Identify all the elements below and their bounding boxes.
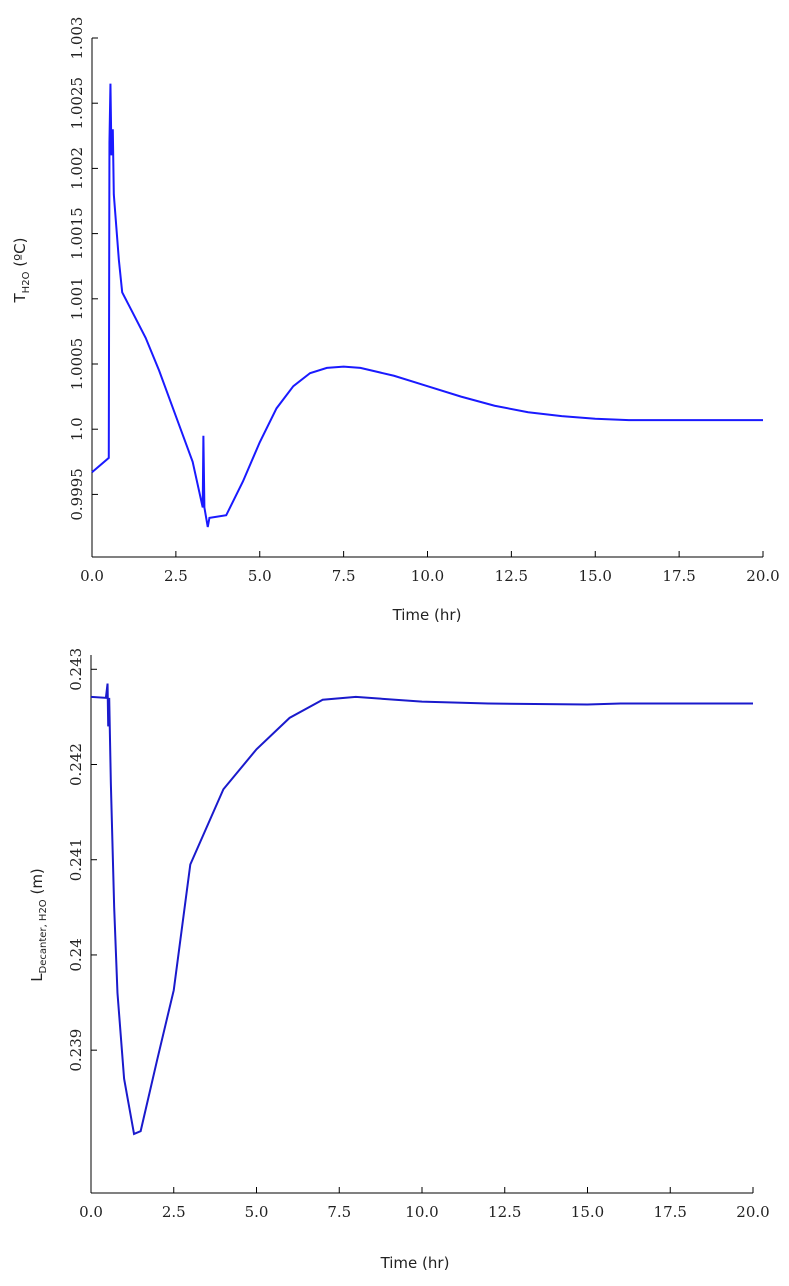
x-tick-label: 12.5: [495, 567, 528, 585]
x-tick-label: 5.0: [245, 1203, 269, 1221]
y-tick-label: 1.0: [68, 417, 86, 441]
data-line: [91, 83, 763, 528]
y-tick-label: 0.24: [67, 938, 85, 971]
x-tick-label: 7.5: [332, 567, 356, 585]
y-tick-label: 0.241: [67, 838, 85, 881]
y-label-main: T: [11, 292, 29, 303]
y-tick-label: 0.242: [67, 743, 85, 786]
y-tick-label: 1.0025: [68, 77, 86, 130]
x-tick-label: 17.5: [662, 567, 695, 585]
y-label-sub: Decanter, H2O: [38, 899, 49, 973]
x-tick-label: 12.5: [488, 1203, 521, 1221]
x-tick-label: 10.0: [411, 567, 444, 585]
x-tick-label: 2.5: [162, 1203, 186, 1221]
y-tick-label: 0.9995: [68, 468, 86, 521]
chart: 0.0 2.5 5.0 7.5 10.0 12.5 15.0 17.5 20.0 0.239 0.2…: [28, 648, 770, 1272]
y-label-sub: H2O: [21, 271, 32, 293]
y-axis-label: TH2O (ºC): [11, 238, 32, 304]
x-tick-label: 2.5: [164, 567, 188, 585]
x-axis-label: Time (hr): [380, 1254, 450, 1272]
x-tick-label: 0.0: [79, 1203, 103, 1221]
x-tick-label: 5.0: [248, 567, 272, 585]
y-tick-label: 1.001: [68, 277, 86, 320]
x-tick-label: 7.5: [327, 1203, 351, 1221]
y-label-main: L: [28, 973, 46, 982]
y-tick-label: 1.0005: [68, 338, 86, 391]
x-tick-label: 15.0: [579, 567, 612, 585]
x-tick-label: 0.0: [80, 567, 104, 585]
y-axis-label: LDecanter, H2O (m): [28, 868, 49, 982]
y-label-unit: (m): [28, 868, 46, 894]
data-line: [90, 683, 753, 1136]
y-tick-label: 0.239: [67, 1029, 85, 1072]
x-tick-label: 17.5: [654, 1203, 687, 1221]
y-tick-label: 1.002: [68, 147, 86, 190]
x-axis-label: Time (hr): [392, 606, 462, 624]
x-tick-label: 20.0: [746, 567, 779, 585]
y-tick-label: 0.243: [67, 648, 85, 691]
y-tick-label: 1.0015: [68, 207, 86, 260]
x-tick-label: 10.0: [405, 1203, 438, 1221]
chart: 0.0 2.5 5.0 7.5 10.0 12.5 15.0 17.5 20.0 0.9995 1.…: [11, 17, 780, 624]
x-tick-label: 15.0: [571, 1203, 604, 1221]
y-label-unit: (ºC): [11, 238, 29, 267]
x-tick-label: 20.0: [736, 1203, 769, 1221]
y-tick-label: 1.003: [68, 17, 86, 60]
